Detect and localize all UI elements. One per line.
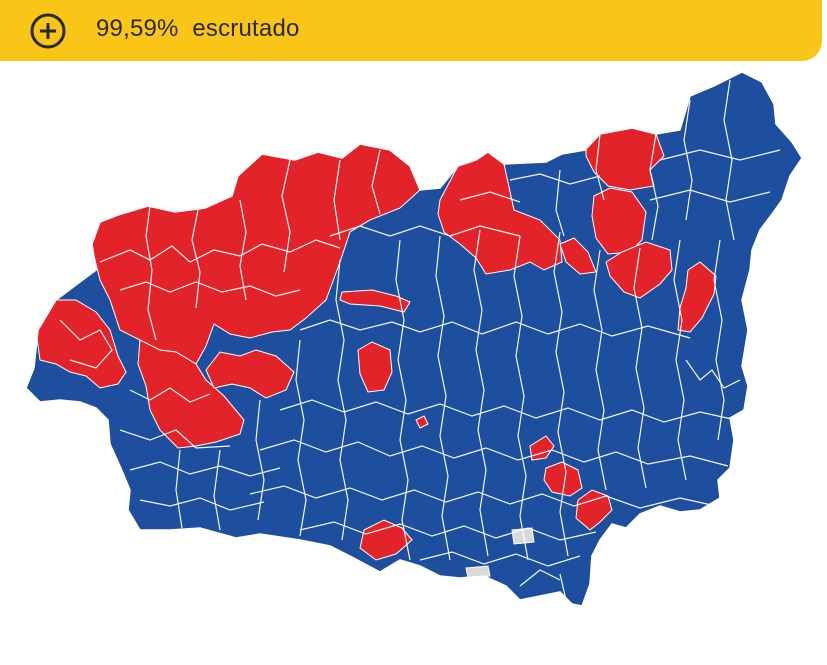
scrutiny-percentage: 99,59% [96,15,179,42]
red-region-west-lobe[interactable] [35,299,127,389]
red-region-small-center[interactable] [415,415,429,429]
red-region-bierzo[interactable] [137,339,245,449]
red-municipalities [35,127,717,561]
pending-municipality-b[interactable] [465,565,491,579]
scrutiny-bar: 99,59% escrutado [0,0,822,61]
election-map [0,61,827,665]
plus-circle-icon[interactable] [28,11,68,51]
red-region-southeast-a[interactable] [529,435,555,461]
red-region-stripe[interactable] [339,289,411,313]
red-region-south[interactable] [359,519,413,561]
municipality-borders [59,79,781,601]
red-region-north-center-east[interactable] [559,237,597,275]
red-region-northeast-c[interactable] [605,241,673,299]
red-region-east[interactable] [677,261,717,333]
pending-municipalities [465,527,535,579]
red-region-southeast-c[interactable] [575,489,613,531]
scrutiny-label: escrutado [192,15,300,42]
scrutiny-status: 99,59% escrutado [96,15,300,43]
red-region-central-west[interactable] [205,349,295,399]
red-region-center[interactable] [357,341,393,393]
